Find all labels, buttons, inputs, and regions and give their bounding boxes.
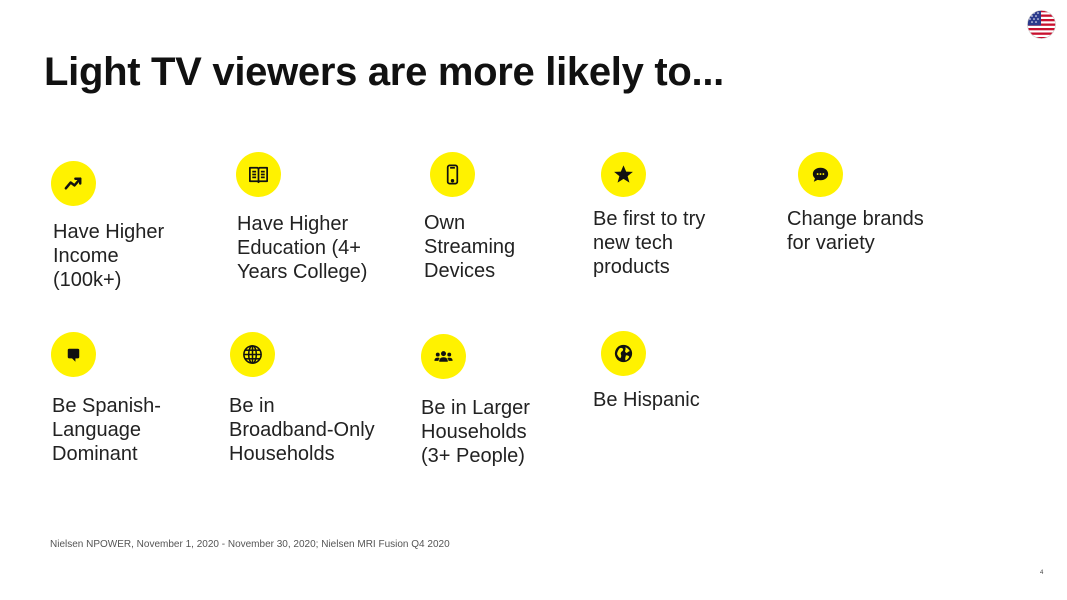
fact-label-line: Language: [52, 419, 141, 441]
open-book-icon: [249, 166, 268, 184]
fact-label-line: Change brands: [787, 208, 924, 230]
icon-circle: [430, 152, 475, 197]
icon-circle: [601, 152, 646, 197]
fact-label: Be in Larger Households (3+ People): [421, 396, 596, 468]
slide-title: Light TV viewers are more likely to...: [44, 50, 724, 94]
icon-circle: [421, 334, 466, 379]
smartphone-icon: [446, 164, 459, 185]
trending-up-icon: [64, 177, 82, 190]
fact-label-line: Households: [229, 443, 335, 465]
source-footnote: Nielsen NPOWER, November 1, 2020 - Novem…: [50, 539, 450, 550]
fact-label-line: (100k+): [53, 269, 122, 291]
icon-circle: [798, 152, 843, 197]
star-icon: [614, 165, 633, 183]
fact-label-line: (3+ People): [421, 445, 525, 467]
globe-grid-icon: [243, 345, 262, 364]
fact-label-line: Devices: [424, 260, 496, 282]
speech-bubble-icon: [67, 348, 80, 362]
fact-label-line: Be in: [229, 395, 275, 417]
fact-label-line: Education (4+: [237, 237, 361, 259]
icon-circle: [236, 152, 281, 197]
fact-label-line: Income: [53, 245, 119, 267]
fact-label-line: Broadband-Only: [229, 419, 375, 441]
fact-label: Be Spanish- Language Dominant: [52, 394, 227, 466]
earth-icon: [614, 344, 633, 363]
fact-label-line: Be first to try: [593, 208, 706, 230]
fact-label-line: products: [593, 256, 670, 278]
fact-label-line: Streaming: [424, 236, 516, 258]
fact-label-line: Households: [421, 421, 527, 443]
us-flag-icon: [1027, 10, 1056, 39]
fact-label-line: for variety: [787, 232, 875, 254]
page-number: 4: [1040, 570, 1044, 576]
fact-label: Be in Broadband-Only Households: [229, 394, 404, 466]
fact-label: Be Hispanic: [593, 388, 768, 412]
fact-label-line: new tech: [593, 232, 674, 254]
icon-circle: [230, 332, 275, 377]
chat-bubble-icon: [812, 167, 829, 182]
fact-label: Have Higher Education (4+ Years College): [237, 212, 412, 284]
fact-label: Have Higher Income (100k+): [53, 220, 228, 292]
people-group-icon: [434, 351, 453, 362]
fact-label-line: Years College): [237, 261, 368, 283]
fact-label-line: Be Hispanic: [593, 389, 700, 411]
fact-label: Change brands for variety: [787, 207, 962, 255]
fact-label: Own Streaming Devices: [424, 211, 599, 283]
fact-label-line: Own: [424, 212, 466, 234]
icon-circle: [51, 332, 96, 377]
fact-label-line: Be Spanish-: [52, 395, 161, 417]
fact-label-line: Have Higher: [237, 213, 349, 235]
fact-label-line: Dominant: [52, 443, 138, 465]
icon-circle: [601, 331, 646, 376]
icon-circle: [51, 161, 96, 206]
fact-label: Be first to try new tech products: [593, 207, 768, 279]
fact-label-line: Have Higher: [53, 221, 165, 243]
fact-label-line: Be in Larger: [421, 397, 530, 419]
